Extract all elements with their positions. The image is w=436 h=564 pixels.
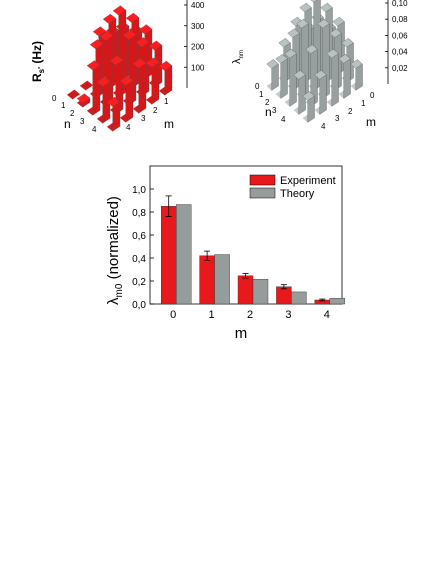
y-ticks: 0,0 0,2 0,4 0,6 0,8 1,0 [132, 185, 154, 311]
lambda-3d-chart: 0,02 0,04 0,06 0,08 0,10 0 1 2 3 4 0 1 2 3 4… [231, 0, 408, 131]
z-tick-label: 0,10 [392, 0, 408, 8]
rs-n-axis-label: n [64, 117, 71, 131]
bar-experiment [276, 286, 292, 305]
lambda-n-tick: 3 [272, 106, 277, 115]
lambda-n-tick: 0 [255, 82, 260, 91]
bar-theory [252, 279, 269, 305]
x-tick-label: 3 [285, 309, 291, 321]
x-tick-label: 0 [170, 309, 176, 321]
normalized-bar-chart: 0,0 0,2 0,4 0,6 0,8 1,0 0 1 2 3 4 Experiment Theo… [105, 165, 345, 342]
lambda-m-tick: 3 [335, 114, 340, 123]
bar3d [119, 75, 134, 123]
lambda-m-tick: 4 [321, 122, 326, 131]
rs-n-tick: 4 [92, 125, 97, 134]
rs-3d-bars [76, 5, 173, 132]
y-tick-label: 0,6 [132, 231, 146, 242]
bar-theory [214, 254, 230, 305]
bars [160, 195, 345, 305]
z-tick-label: 0,06 [392, 31, 408, 40]
lambda-z-ticks: 0,02 0,04 0,06 0,08 0,10 [385, 0, 408, 73]
floor-tile [79, 80, 94, 91]
bar3d [302, 91, 315, 123]
legend-swatch-experiment [249, 174, 276, 186]
z-tick-label: 0,02 [392, 64, 408, 73]
bar-theory [175, 204, 192, 305]
lambda-n-axis-label: n [265, 105, 272, 119]
bar3d [86, 60, 101, 116]
bar3d [106, 96, 121, 132]
bar-theory [291, 291, 307, 305]
lambda-y-axis-label: λnm [231, 50, 245, 64]
z-tick-label: 0,04 [392, 48, 408, 57]
bar3d [293, 69, 306, 115]
bar3d [314, 69, 327, 115]
rs-m-tick: 2 [153, 106, 158, 115]
rs-m-tick: 1 [164, 97, 169, 106]
x-tick-label: 4 [324, 309, 330, 321]
z-tick-label: 400 [191, 1, 205, 10]
legend-label-experiment: Experiment [280, 175, 336, 187]
lambda-n-tick: 1 [259, 90, 264, 99]
bar-experiment [237, 275, 254, 305]
bar3d [326, 48, 339, 107]
rs-z-ticks: 100 200 300 400 [184, 1, 205, 72]
x-tick-label: 2 [247, 309, 253, 321]
z-tick-label: 0,08 [392, 15, 408, 24]
lambda-m-tick: 0 [370, 91, 375, 100]
x-axis-label: m [235, 325, 248, 342]
bar3d [284, 48, 297, 107]
y-tick-label: 1,0 [132, 185, 146, 196]
legend-label-theory: Theory [280, 188, 315, 200]
y-tick-label: 0,8 [132, 208, 146, 219]
rs-y-axis-label: Rs' (Hz) [30, 41, 46, 82]
bar-theory [329, 298, 345, 305]
rs-m-axis-label: m [164, 117, 174, 131]
lambda-n-tick: 4 [281, 115, 286, 124]
bar-experiment [160, 206, 177, 305]
x-tick-label: 1 [209, 309, 215, 321]
y-tick-label: 0,0 [132, 300, 146, 311]
lambda-m-tick: 2 [348, 107, 353, 116]
bar3d [76, 93, 91, 108]
z-tick-label: 100 [191, 63, 205, 72]
rs-n-tick: 0 [52, 94, 57, 103]
legend: Experiment Theory [249, 174, 336, 200]
legend-swatch-theory [249, 187, 276, 199]
lambda-n-tick: 2 [265, 98, 270, 107]
rs-m-tick: 4 [126, 123, 131, 132]
bar3d [145, 57, 160, 105]
rs-m-tick: 3 [141, 114, 146, 123]
rs-n-tick: 3 [80, 117, 85, 126]
y-tick-label: 0,4 [132, 254, 146, 265]
y-axis-label: λm0 (normalized) [105, 196, 125, 305]
floor-tile [66, 89, 81, 100]
lambda-m-axis-label: m [366, 115, 376, 129]
bar3d [132, 58, 147, 114]
rs-n-tick: 1 [61, 101, 66, 110]
bar3d [158, 60, 173, 96]
bar3d [96, 76, 111, 124]
lambda-m-tick: 1 [361, 99, 366, 108]
bar3d [350, 59, 363, 91]
rs-3d-chart: 100 200 300 400 0 1 2 3 4 1 2 3 4 n m Rs' (… [30, 0, 205, 134]
bar3d [338, 53, 351, 99]
rs-n-tick: 2 [70, 109, 75, 118]
z-tick-label: 200 [191, 43, 205, 52]
lambda-3d-bars [266, 0, 363, 123]
y-tick-label: 0,2 [132, 277, 146, 288]
bar-experiment [199, 255, 215, 305]
bar3d [275, 53, 288, 99]
z-tick-label: 300 [191, 22, 205, 31]
bar3d [305, 44, 318, 107]
bar3d [266, 59, 279, 91]
